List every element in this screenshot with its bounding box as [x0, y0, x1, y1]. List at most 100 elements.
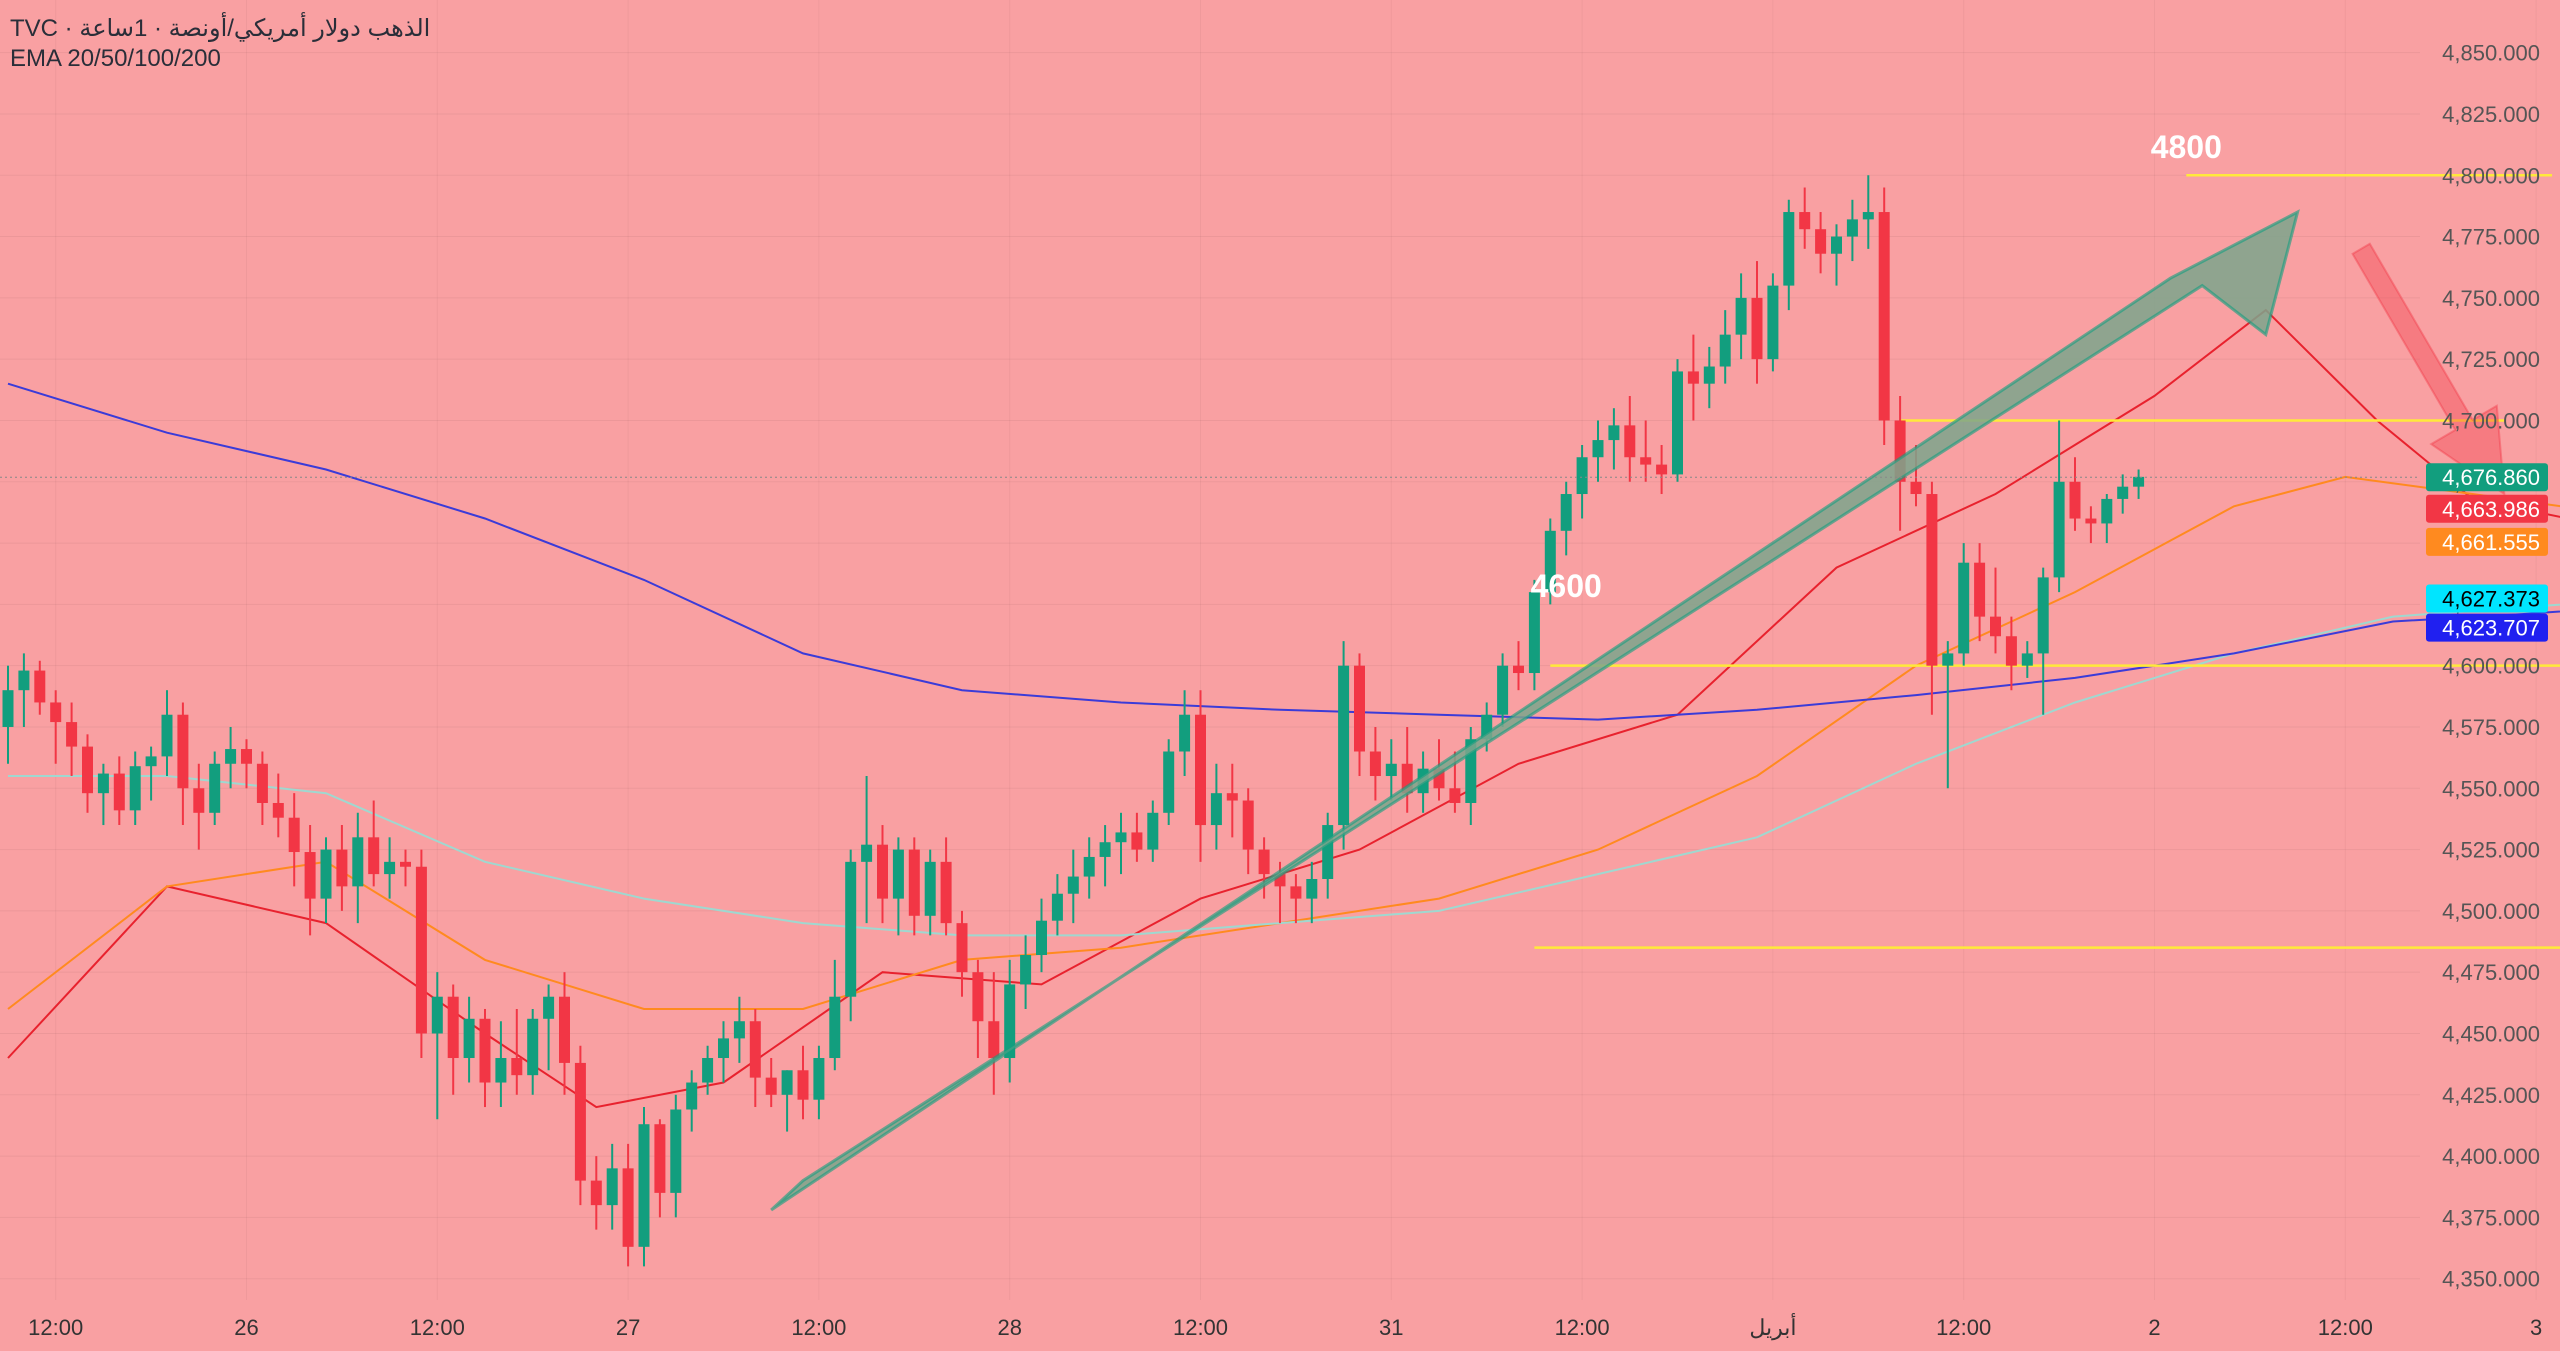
candle: [1004, 959, 1016, 1083]
candle: [1067, 849, 1079, 924]
candle: [2085, 506, 2097, 544]
candle-body: [400, 861, 411, 867]
candle: [1322, 812, 1334, 899]
price-axis[interactable]: 4,350.000 4,375.000 4,400.000 4,425.000 4,45…: [2442, 41, 2540, 1292]
candle: [1131, 812, 1143, 862]
time-tick-label: 27: [616, 1315, 640, 1340]
candle: [1179, 690, 1191, 777]
candle: [1036, 898, 1047, 973]
candle-body: [1036, 920, 1047, 956]
candle: [638, 1107, 650, 1267]
symbol-title[interactable]: TVC · الذهب دولار أمريكي/أونصة · 1ساعة: [10, 15, 431, 42]
candle: [1020, 935, 1032, 1009]
price-badge-bg: [2426, 463, 2548, 492]
candle-body: [1687, 371, 1699, 384]
candle-body: [1306, 879, 1318, 899]
candle: [1703, 346, 1715, 409]
price-tick-label: 4,550.000: [2442, 776, 2540, 801]
candle: [177, 702, 189, 826]
candle-body: [1910, 481, 1922, 495]
candle: [2053, 420, 2065, 593]
candle-body: [1926, 494, 1938, 666]
candle: [924, 849, 936, 936]
candle-body: [129, 766, 141, 811]
candle-body: [1942, 653, 1954, 666]
candle: [1719, 310, 1731, 384]
candle-body: [749, 1021, 761, 1078]
candle: [1592, 420, 1604, 482]
candle: [1672, 359, 1683, 482]
candle: [1099, 825, 1111, 887]
indicator-title[interactable]: EMA 20/50/100/200: [10, 45, 221, 72]
candle: [479, 1008, 491, 1108]
candle-body: [161, 714, 173, 757]
candle: [1990, 567, 2001, 654]
price-tick-label: 4,450.000: [2442, 1021, 2540, 1046]
candle: [463, 996, 475, 1083]
candle-body: [1608, 425, 1620, 441]
time-axis[interactable]: 12:00 26 12:00 27 12:00 28 12:00 31 12:00 أبريل 12…: [28, 1312, 2560, 1341]
candle-body: [1767, 285, 1779, 360]
candle: [1767, 273, 1779, 372]
candle-body: [241, 749, 252, 764]
level-annotations: 4800 4600: [1531, 129, 2222, 604]
time-tick-label: 12:00: [28, 1315, 83, 1340]
candle: [1958, 543, 1970, 666]
candle-body: [304, 852, 316, 899]
drawing-arrows[interactable]: [770, 209, 2560, 1212]
price-tick-label: 4,400.000: [2442, 1144, 2540, 1169]
candle: [574, 1045, 586, 1206]
candle: [145, 746, 157, 801]
candle-body: [1274, 874, 1286, 887]
candle: [1195, 690, 1206, 862]
candle: [1290, 874, 1302, 924]
candle-body: [1958, 562, 1970, 654]
candle-body: [1799, 212, 1811, 230]
candle-body: [2053, 481, 2065, 578]
candle-body: [638, 1124, 650, 1247]
candle-body: [1497, 665, 1509, 715]
candle-body: [225, 749, 237, 764]
candle-body: [606, 1168, 618, 1206]
candle: [66, 702, 78, 777]
candle: [1226, 763, 1238, 838]
candle-body: [877, 844, 888, 899]
candle: [1640, 420, 1652, 482]
price-badge-bg: [2426, 613, 2548, 642]
candle: [718, 1021, 729, 1083]
time-tick-label: 12:00: [1555, 1315, 1610, 1340]
candle: [288, 793, 300, 887]
price-badge-label: 4,663.986: [2442, 497, 2540, 522]
level-annotation: 4600: [1531, 568, 1602, 604]
candle-body: [1640, 457, 1652, 465]
candle: [368, 800, 380, 887]
candle-body: [1131, 832, 1143, 850]
candle-body: [797, 1070, 809, 1100]
ema-line-ema50: [7, 475, 2560, 1010]
candle-body: [1878, 212, 1890, 421]
candle: [543, 984, 555, 1071]
level-annotation: 4800: [2151, 129, 2222, 165]
candle-body: [431, 996, 443, 1034]
candle-body: [1242, 800, 1254, 850]
time-tick-label: 12:00: [2318, 1315, 2373, 1340]
candle: [82, 734, 93, 813]
candle-body: [1656, 464, 1668, 475]
candle-body: [1195, 714, 1206, 826]
candle-body: [1544, 530, 1556, 593]
candle: [384, 837, 396, 899]
candle-body: [479, 1018, 491, 1083]
price-badge: 4,623.707: [2426, 613, 2548, 642]
candle: [765, 1058, 777, 1108]
candle-body: [288, 817, 300, 853]
candle-body: [1624, 425, 1636, 458]
candle: [129, 751, 141, 826]
candle-body: [1528, 592, 1540, 674]
candle: [749, 1008, 761, 1108]
time-tick-label: 28: [997, 1315, 1021, 1340]
candle-body: [1513, 665, 1524, 674]
candle: [1926, 481, 1938, 715]
candle-body: [1672, 371, 1683, 475]
candle-body: [924, 861, 936, 916]
